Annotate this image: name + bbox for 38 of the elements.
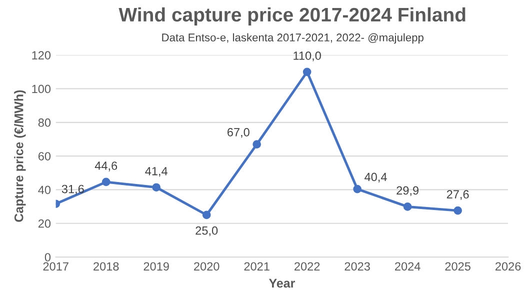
x-tick-label: 2019 [144,262,169,271]
chart-title: Wind capture price 2017-2024 Finland [118,7,466,26]
x-tick-label: 2023 [344,262,370,271]
x-tick-label: 2022 [294,262,320,271]
data-label: 27,6 [446,190,469,200]
point [403,202,412,211]
point [353,184,362,194]
x-tick-label: 2018 [94,262,119,271]
data-label: 44,6 [94,162,118,172]
x-axis-title: Year [268,278,295,288]
data-label: 41,4 [145,167,168,177]
y-tick-label: 40 [38,186,51,194]
chart-subtitle: Data Entso-e, laskenta 2017-2021, 2022- @majulepp [162,33,424,44]
point [152,183,161,192]
data-label: 67,0 [228,128,250,138]
data-label: 31,6 [62,184,84,195]
x-tick-label: 2025 [445,262,470,271]
x-tick-label: 2026 [496,262,521,271]
point [302,68,312,76]
y-axis-title: Capture price (€/MWh) [14,90,26,222]
y-tick-label: 120 [32,51,51,60]
y-tick-label: 60 [38,152,51,160]
y-tick-label: 0 [44,253,51,262]
y-tick-label: 80 [38,118,51,127]
x-tick-label: 2021 [244,262,270,271]
y-tick-label: 20 [38,219,51,228]
x-tick-label: 2024 [395,262,420,271]
data-label: 25,0 [196,226,218,236]
x-tick-label: 2020 [194,262,220,271]
point [202,210,211,220]
data-label: 110,0 [294,51,321,62]
data-label: 29,9 [396,186,418,196]
y-tick-label: 100 [32,84,51,94]
x-tick-label: 2017 [43,262,68,271]
data-label: 40,4 [364,172,387,183]
point [454,206,462,215]
point [102,178,110,186]
point [252,140,262,148]
